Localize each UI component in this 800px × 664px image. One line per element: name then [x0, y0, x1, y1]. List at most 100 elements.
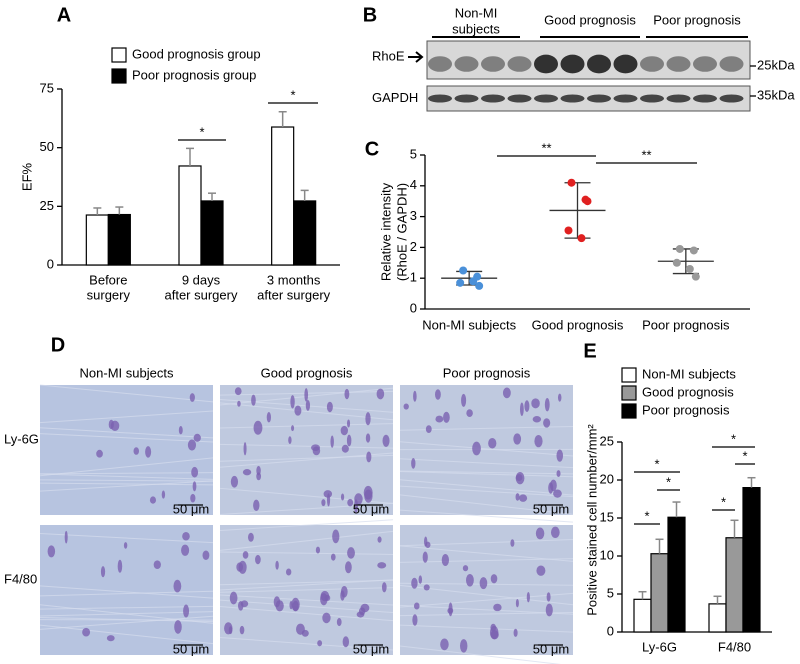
- nucleus: [189, 393, 195, 402]
- nucleus: [294, 405, 302, 416]
- y-tick-label: 25: [600, 433, 614, 448]
- nucleus: [202, 550, 210, 560]
- nucleus: [253, 420, 263, 435]
- nucleus: [553, 489, 562, 498]
- nucleus: [153, 560, 161, 569]
- y-tick-label: 1: [410, 270, 417, 285]
- nucleus: [330, 435, 334, 448]
- arrow: [408, 51, 424, 63]
- nucleus: [354, 499, 358, 513]
- x-tick-label: Before: [89, 272, 127, 287]
- significance-label: *: [199, 124, 204, 139]
- nucleus: [275, 600, 284, 612]
- nucleus: [459, 639, 468, 653]
- y-tick-label: 0: [410, 300, 417, 315]
- nucleus: [550, 526, 560, 539]
- error-bar: [655, 538, 664, 554]
- nucleus: [518, 494, 528, 502]
- significance-label: *: [721, 494, 726, 509]
- nucleus: [191, 466, 199, 478]
- fiber: [39, 604, 214, 624]
- nucleus: [183, 604, 190, 618]
- nucleus: [403, 403, 409, 410]
- error-bar: [93, 207, 102, 216]
- nucleus: [532, 416, 542, 423]
- fiber: [219, 402, 394, 421]
- fiber: [39, 615, 214, 630]
- y-tick-label: 50: [40, 139, 54, 154]
- fiber: [39, 457, 214, 477]
- nucleus: [336, 618, 342, 627]
- bar: [633, 598, 652, 633]
- y-tick-label: 20: [600, 471, 614, 486]
- legend-label: Poor prognosis group: [132, 67, 256, 82]
- nucleus: [493, 603, 502, 612]
- y-axis-label: Positive stained cell number/mm²: [584, 424, 599, 616]
- nucleus: [461, 393, 467, 407]
- blot-band: [481, 94, 505, 103]
- nucleus: [479, 577, 488, 590]
- blot-band: [428, 94, 452, 103]
- dot: [469, 277, 478, 286]
- nucleus: [344, 388, 350, 400]
- nucleus: [466, 409, 473, 418]
- fiber: [219, 519, 394, 532]
- nucleus: [548, 482, 554, 494]
- nucleus: [234, 387, 242, 396]
- bar: [725, 537, 744, 633]
- blot-band: [560, 94, 585, 103]
- blot-band: [666, 94, 691, 103]
- y-tick-label: 4: [410, 177, 417, 192]
- blot-row-label: GAPDH: [372, 90, 418, 105]
- nucleus: [178, 426, 183, 435]
- fiber: [39, 472, 214, 475]
- error-bar: [747, 476, 756, 488]
- fiber: [219, 423, 394, 429]
- y-axis-label: EF%: [19, 162, 34, 191]
- nucleus: [340, 493, 345, 501]
- blot-band: [507, 56, 532, 72]
- fiber: [399, 470, 574, 478]
- fiber: [39, 473, 214, 480]
- nucleus: [326, 401, 333, 413]
- row-label: Ly-6G: [4, 431, 39, 446]
- fiber: [399, 479, 574, 496]
- nucleus: [524, 400, 530, 412]
- dot: [675, 244, 684, 253]
- bar: [293, 200, 317, 266]
- error-bar: [672, 501, 681, 518]
- nucleus: [535, 527, 545, 540]
- nucleus: [534, 434, 543, 448]
- bar: [85, 214, 109, 266]
- nucleus: [342, 636, 350, 648]
- nucleus: [422, 551, 428, 563]
- nucleus: [515, 599, 519, 608]
- nucleus: [133, 447, 140, 455]
- blot-group-label: Non-MI: [455, 5, 498, 20]
- blot-band: [719, 94, 744, 103]
- nucleus: [255, 554, 261, 565]
- y-tick-label: 0: [47, 256, 54, 271]
- fiber: [399, 592, 574, 608]
- nucleus: [275, 560, 279, 570]
- nucleus: [556, 470, 561, 478]
- nucleus: [462, 565, 469, 572]
- bar: [178, 165, 202, 266]
- nucleus: [365, 433, 371, 443]
- nucleus: [305, 400, 311, 411]
- scale-bar-label: 50 μm: [353, 501, 389, 516]
- blot-band: [534, 94, 558, 103]
- x-tick-label: Non-MI subjects: [422, 317, 516, 332]
- nucleus: [412, 614, 418, 626]
- nucleus: [381, 582, 387, 593]
- nucleus: [251, 394, 256, 406]
- nucleus: [296, 623, 305, 635]
- nucleus: [82, 627, 91, 637]
- nucleus: [239, 625, 245, 635]
- scale-bar-label: 50 μm: [173, 641, 209, 656]
- fiber: [219, 606, 394, 622]
- nucleus: [466, 573, 474, 587]
- nucleus: [556, 449, 564, 462]
- fiber: [399, 509, 574, 523]
- nucleus: [435, 389, 441, 400]
